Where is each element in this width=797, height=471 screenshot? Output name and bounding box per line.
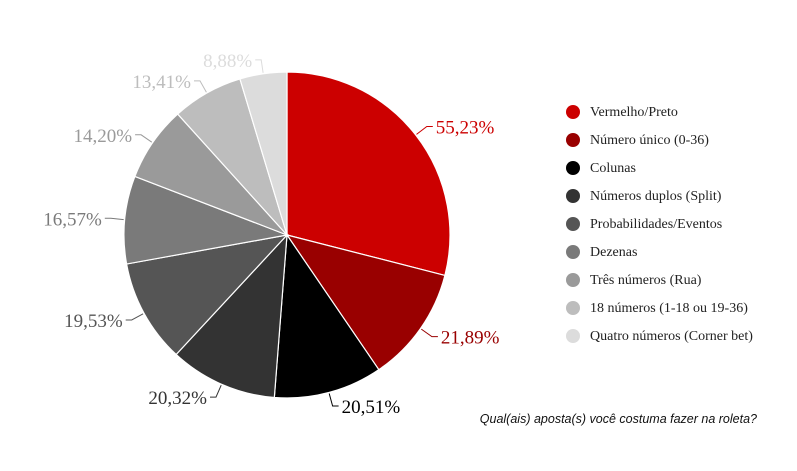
legend-item: Vermelho/Preto: [566, 103, 786, 123]
legend-label: Números duplos (Split): [590, 189, 722, 204]
legend-label: Probabilidades/Eventos: [590, 217, 723, 232]
legend-swatch: [566, 329, 580, 343]
data-label: 21,89%: [441, 328, 500, 349]
legend-item: 18 números (1-18 ou 19-36): [566, 299, 786, 319]
chart-title: Qual(ais) aposta(s) você costuma fazer n…: [479, 412, 757, 426]
pie-slice-numero-unico-0-36: [285, 234, 446, 371]
data-label: 13,41%: [132, 72, 191, 93]
leader-line: [194, 80, 207, 93]
data-label: 8,88%: [203, 51, 252, 72]
legend-label: Quatro números (Corner bet): [590, 329, 753, 344]
legend-swatch: [566, 161, 580, 175]
legend-item: Colunas: [566, 159, 786, 179]
pie-slice-probabilidades-eventos: [125, 234, 289, 356]
legend-swatch: [566, 273, 580, 287]
data-label: 14,20%: [74, 126, 133, 147]
data-label: 55,23%: [436, 118, 495, 139]
legend: Vermelho/Preto Número único (0-36) Colunas…: [566, 103, 786, 355]
leader-line: [421, 328, 438, 338]
pie-slice-colunas: [273, 233, 380, 399]
pie-slice-quatro-numeros-corner-bet: [239, 71, 288, 236]
legend-label: Vermelho/Preto: [590, 105, 678, 120]
legend-swatch: [566, 189, 580, 203]
legend-swatch: [566, 105, 580, 119]
legend-item: Três números (Rua): [566, 271, 786, 291]
leader-lines: [104, 59, 438, 407]
legend-label: Colunas: [590, 161, 636, 176]
legend-label: Número único (0-36): [590, 133, 709, 148]
leader-line: [416, 126, 433, 135]
leader-line: [135, 134, 153, 143]
data-label: 20,51%: [342, 397, 401, 418]
pie-slice-vermelho-preto: [286, 71, 451, 277]
pie-slices: [123, 71, 451, 399]
data-label: 19,53%: [64, 311, 123, 332]
legend-item: Quatro números (Corner bet): [566, 327, 786, 347]
legend-label: Dezenas: [590, 245, 638, 260]
legend-item: Número único (0-36): [566, 131, 786, 151]
legend-item: Dezenas: [566, 243, 786, 263]
leader-line: [328, 393, 339, 407]
leader-line: [104, 217, 124, 221]
legend-swatch: [566, 133, 580, 147]
legend-item: Números duplos (Split): [566, 187, 786, 207]
legend-swatch: [566, 245, 580, 259]
legend-label: Três números (Rua): [590, 273, 702, 288]
legend-label: 18 números (1-18 ou 19-36): [590, 301, 748, 316]
pie-slice-numeros-duplos-split: [175, 233, 288, 399]
leader-line: [255, 59, 264, 73]
pie-slice-dezenas: [123, 175, 290, 265]
data-label: 16,57%: [43, 209, 102, 230]
legend-item: Probabilidades/Eventos: [566, 215, 786, 235]
legend-swatch: [566, 217, 580, 231]
data-label: 20,32%: [148, 388, 207, 409]
legend-swatch: [566, 301, 580, 315]
leader-line: [210, 384, 222, 398]
data-labels: 55,23% 21,89% 20,51% 20,32% 19,53% 16,57% 14,2…: [43, 51, 499, 418]
leader-line: [125, 313, 144, 321]
